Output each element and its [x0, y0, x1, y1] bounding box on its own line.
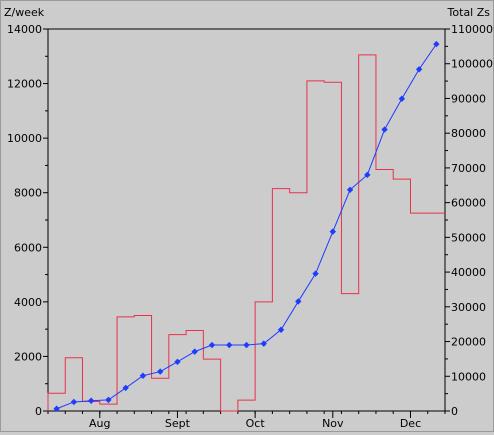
- left-tick-label: 4000: [14, 296, 42, 309]
- right-tick-label: 110000: [451, 23, 493, 36]
- cumulative-point: [329, 228, 337, 235]
- x-tick-label: Oct: [246, 417, 266, 430]
- right-tick-label: 20000: [451, 336, 486, 349]
- cumulative-point: [191, 348, 198, 355]
- right-tick-label: 60000: [451, 197, 486, 210]
- left-tick-label: 8000: [14, 187, 42, 200]
- cumulative-point: [346, 186, 354, 193]
- cumulative-point: [87, 397, 95, 404]
- left-tick-label: 0: [35, 405, 42, 418]
- right-axis: 0 10000 20000 30000 40000 50000 60000 70000 8000…: [445, 23, 493, 418]
- cumulative-point: [295, 298, 302, 305]
- cumulative-point: [174, 358, 181, 366]
- cumulative-point: [312, 270, 319, 277]
- cumulative-point: [398, 95, 406, 103]
- weekly-step-line: [47, 54, 445, 412]
- x-tick-label: Sept: [165, 417, 191, 430]
- left-tick-label: 6000: [14, 241, 42, 254]
- series-layer: [47, 40, 445, 412]
- cumulative-point: [364, 171, 371, 179]
- x-tick-label: Dec: [400, 417, 421, 430]
- right-tick-label: 10000: [451, 370, 486, 383]
- right-tick-label: 70000: [451, 162, 486, 175]
- right-tick-label: 90000: [451, 92, 486, 105]
- cumulative-point: [53, 405, 60, 412]
- right-tick-label: 40000: [451, 266, 486, 279]
- cumulative-point: [226, 341, 233, 349]
- right-tick-label: 0: [451, 405, 458, 418]
- cumulative-point: [433, 40, 440, 48]
- cumulative-point: [381, 126, 388, 133]
- cumulative-point: [105, 396, 112, 404]
- x-tick-label: Nov: [322, 417, 344, 430]
- cumulative-point: [156, 368, 164, 375]
- x-tick-label: Aug: [89, 417, 110, 430]
- left-axis: 0 2000 4000 6000 8000 10000 12000 14000: [7, 23, 48, 418]
- left-tick-label: 2000: [14, 350, 42, 363]
- cumulative-point: [277, 326, 285, 333]
- plot-area: [47, 28, 446, 412]
- cumulative-point: [208, 341, 216, 349]
- right-tick-label: 80000: [451, 127, 486, 140]
- right-tick-label: 30000: [451, 301, 486, 314]
- x-axis: Aug Sept Oct Nov Dec: [47, 411, 446, 430]
- cumulative-point: [260, 340, 267, 347]
- right-tick-label: 100000: [451, 58, 493, 71]
- left-tick-label: 10000: [7, 132, 42, 145]
- cumulative-point: [243, 341, 250, 349]
- right-axis-label: Total Zs: [447, 6, 491, 19]
- right-tick-label: 50000: [451, 231, 486, 244]
- cumulative-point: [122, 384, 129, 392]
- left-tick-label: 12000: [7, 78, 42, 91]
- cumulative-point: [139, 372, 147, 379]
- left-axis-label: Z/week: [4, 6, 45, 19]
- left-tick-label: 14000: [7, 23, 42, 36]
- cumulative-point: [415, 66, 423, 73]
- cumulative-point: [70, 398, 78, 406]
